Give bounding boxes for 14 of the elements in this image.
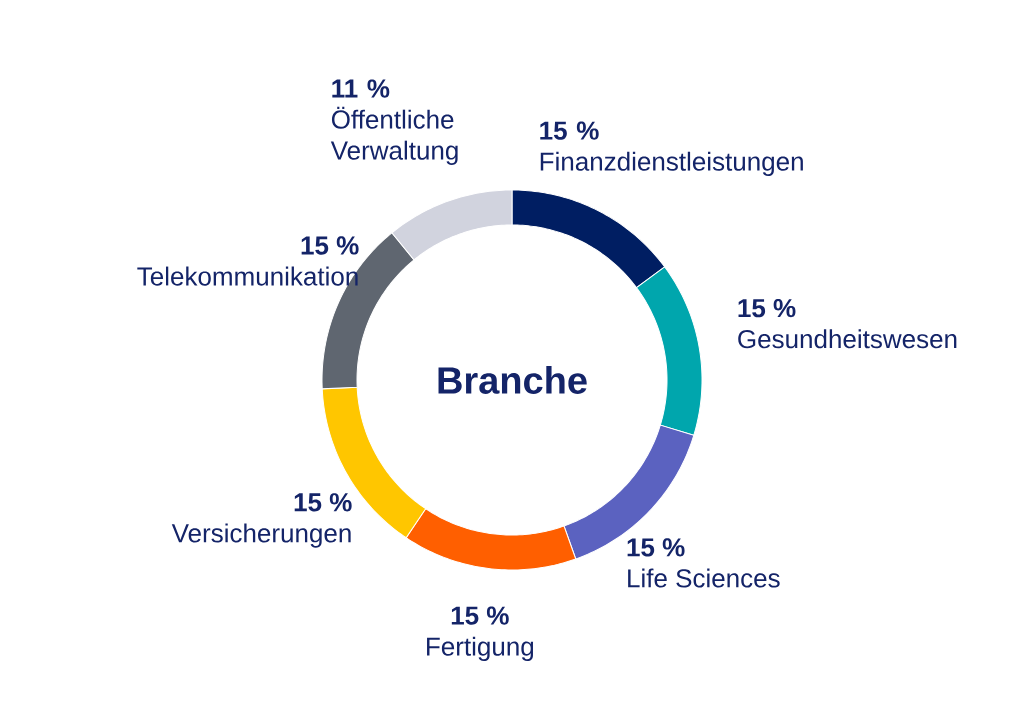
data-label: 15 % bbox=[294, 493, 352, 512]
slice-label: Finanzdienstleistungen bbox=[540, 151, 803, 176]
data-label: 11 % bbox=[332, 79, 390, 98]
slice-label: Life Sciences bbox=[628, 568, 780, 588]
data-label: 15 % bbox=[301, 236, 359, 255]
text: Branche bbox=[438, 366, 587, 394]
data-label: 15 % bbox=[451, 606, 509, 625]
slice-label: Fertigung bbox=[427, 636, 534, 661]
slice-label: Gesundheitswesen bbox=[738, 329, 957, 349]
slice-label: Öffentliche Verwaltung bbox=[330, 106, 458, 165]
data-label: 15 % bbox=[738, 298, 796, 318]
data-label: 15 % bbox=[627, 538, 685, 557]
slice-label: Versicherungen bbox=[171, 523, 351, 548]
data-label: 15 % bbox=[540, 121, 599, 140]
